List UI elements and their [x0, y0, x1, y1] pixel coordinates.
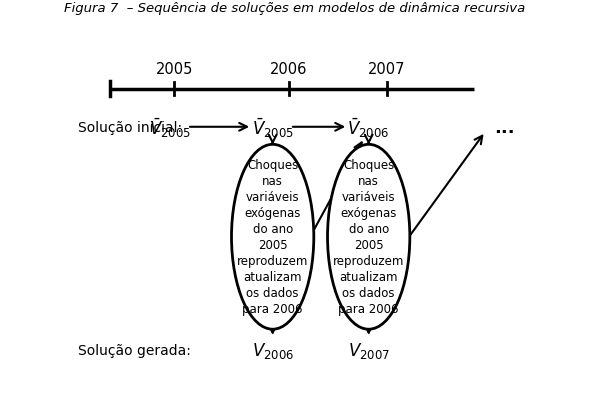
Text: 2006: 2006	[270, 62, 307, 77]
Text: $\bar{V}_{2005}$: $\bar{V}_{2005}$	[149, 116, 191, 139]
Text: Choques
nas
variáveis
exógenas
do ano
2005
reproduzem
atualizam
os dados
para 20: Choques nas variáveis exógenas do ano 20…	[333, 159, 404, 316]
Text: 2005: 2005	[156, 62, 193, 77]
Text: Choques
nas
variáveis
exógenas
do ano
2005
reproduzem
atualizam
os dados
para 20: Choques nas variáveis exógenas do ano 20…	[237, 159, 309, 316]
Text: $\bar{V}_{2005}$: $\bar{V}_{2005}$	[251, 116, 294, 139]
Ellipse shape	[327, 145, 410, 330]
Text: 2007: 2007	[368, 62, 406, 77]
Text: Solução inicial:: Solução inicial:	[78, 121, 182, 135]
Text: $\bar{V}_{2006}$: $\bar{V}_{2006}$	[348, 116, 390, 139]
Ellipse shape	[231, 145, 314, 330]
Text: Figura 7  – Sequência de soluções em modelos de dinâmica recursiva: Figura 7 – Sequência de soluções em mode…	[64, 2, 526, 15]
Text: Solução gerada:: Solução gerada:	[78, 343, 191, 357]
Text: $V_{2006}$: $V_{2006}$	[251, 340, 294, 360]
Text: ...: ...	[494, 119, 515, 136]
Text: $V_{2007}$: $V_{2007}$	[348, 340, 390, 360]
